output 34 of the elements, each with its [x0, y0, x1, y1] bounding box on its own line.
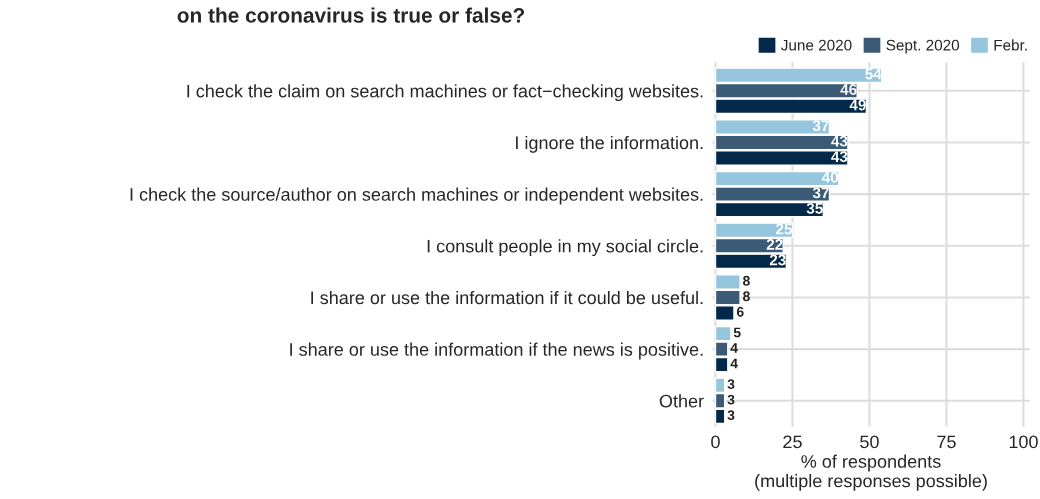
- data-label: 6: [736, 306, 744, 317]
- data-label: 37: [812, 120, 829, 132]
- data-label: 4: [730, 358, 738, 369]
- data-label: 5: [733, 327, 741, 338]
- data-label: 49: [849, 99, 866, 111]
- legend-label: June 2020: [781, 39, 852, 51]
- data-label: 3: [727, 410, 735, 421]
- data-label: 40: [821, 171, 839, 183]
- x-tick-label: 0: [711, 435, 720, 449]
- data-label: 37: [812, 187, 829, 199]
- legend-label: Febr.: [994, 39, 1027, 51]
- data-label: 35: [806, 202, 823, 214]
- y-tick-label: Other: [659, 394, 704, 408]
- y-tick-label: I consult people in my social circle.: [427, 239, 703, 257]
- x-tick-label: 100: [1009, 435, 1038, 449]
- y-tick-label: I check the claim on search machines or fact−checking websites.: [187, 84, 703, 102]
- data-label: 25: [776, 223, 793, 235]
- y-tick-label: I share or use the information if the news is positive.: [290, 342, 703, 360]
- data-label: 8: [743, 275, 750, 286]
- y-tick-label: I ignore the information.: [516, 135, 703, 153]
- x-tick-label: 25: [783, 435, 802, 449]
- data-label: 4: [730, 343, 738, 353]
- data-label: 22: [766, 239, 783, 250]
- x-tick-label: 75: [937, 435, 956, 449]
- data-label: 23: [769, 254, 786, 266]
- data-label: 8: [743, 291, 750, 302]
- x-axis-title: % of respondents (multiple responses possible): [755, 454, 987, 491]
- y-tick-label: I check the source/author on search machines or independent websites.: [130, 187, 703, 205]
- x-tick-label: 50: [860, 435, 879, 449]
- legend-label: Sept. 2020: [886, 39, 960, 54]
- text: on the coronavirus is true or false?: [177, 7, 525, 23]
- data-label: 3: [727, 394, 735, 405]
- data-label: 3: [727, 379, 735, 390]
- y-tick-label: I share or use the information if it could be useful.: [311, 290, 703, 305]
